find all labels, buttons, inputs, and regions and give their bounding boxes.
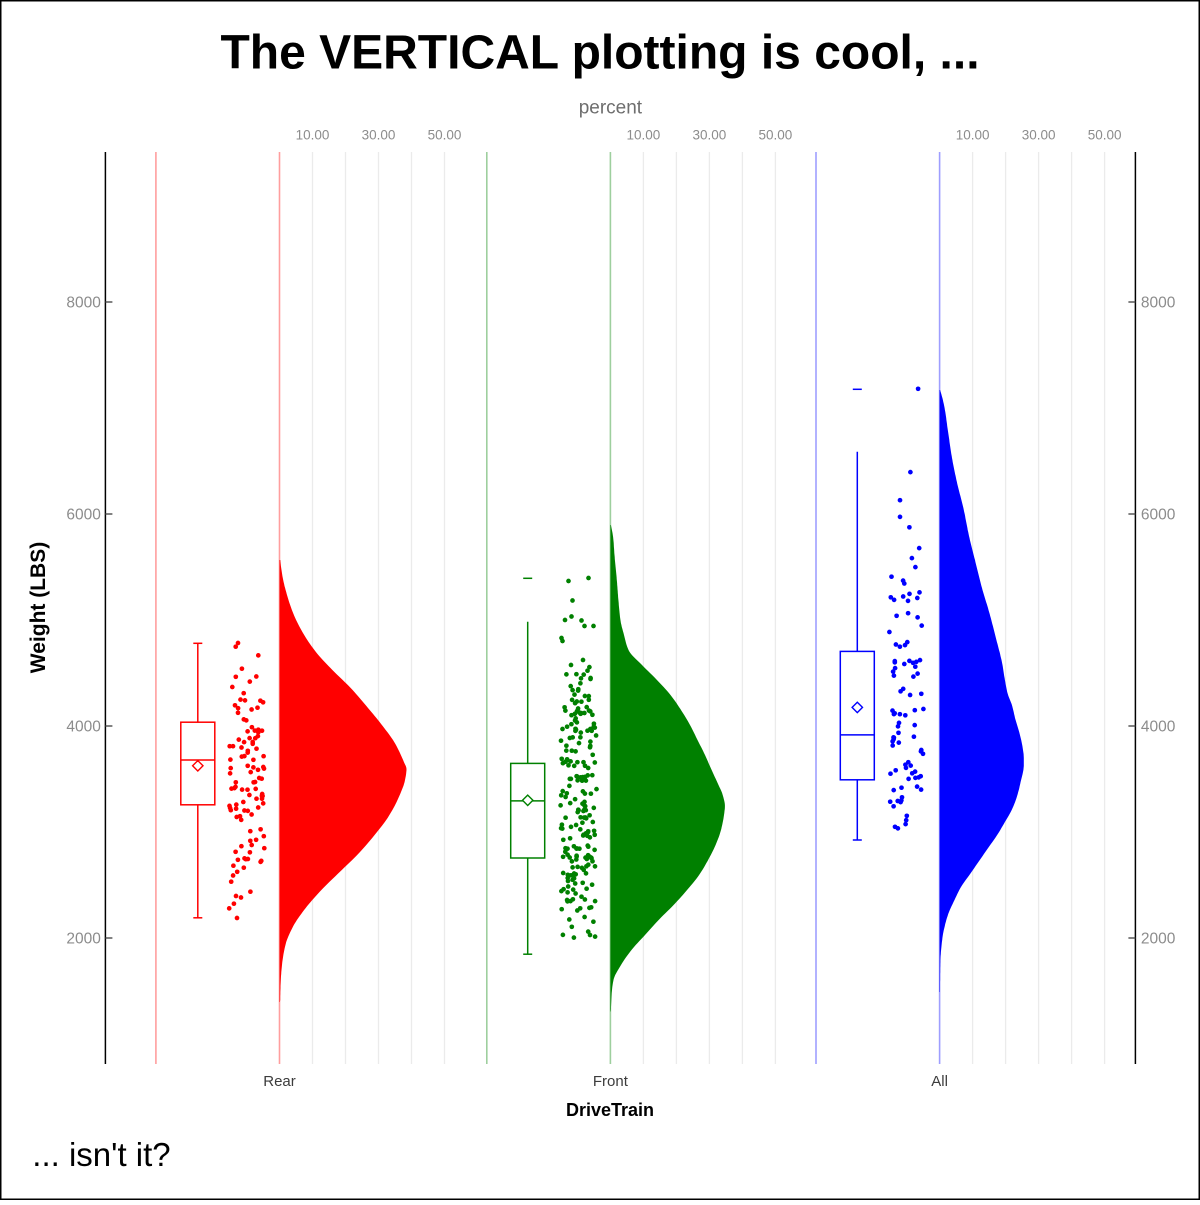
svg-text:percent: percent (579, 98, 643, 119)
svg-text:2000: 2000 (1141, 931, 1176, 948)
svg-text:50.00: 50.00 (428, 128, 462, 143)
svg-text:2000: 2000 (66, 931, 101, 948)
svg-text:30.00: 30.00 (1022, 128, 1056, 143)
svg-text:8000: 8000 (1141, 295, 1176, 312)
svg-text:6000: 6000 (66, 507, 101, 524)
svg-text:30.00: 30.00 (362, 128, 396, 143)
svg-text:4000: 4000 (66, 719, 101, 736)
svg-text:8000: 8000 (66, 295, 101, 312)
svg-text:50.00: 50.00 (1088, 128, 1122, 143)
svg-text:... isn't it?: ... isn't it? (32, 1136, 170, 1173)
svg-text:4000: 4000 (1141, 719, 1176, 736)
svg-text:10.00: 10.00 (627, 128, 661, 143)
svg-text:Front: Front (593, 1073, 629, 1090)
svg-text:50.00: 50.00 (759, 128, 793, 143)
svg-text:The VERTICAL plotting is cool,: The VERTICAL plotting is cool, ... (220, 27, 979, 80)
svg-text:30.00: 30.00 (693, 128, 727, 143)
svg-text:DriveTrain: DriveTrain (566, 1100, 654, 1120)
svg-text:Weight (LBS): Weight (LBS) (27, 542, 50, 673)
svg-text:10.00: 10.00 (956, 128, 990, 143)
svg-text:All: All (931, 1073, 948, 1090)
svg-text:Rear: Rear (263, 1073, 296, 1090)
svg-text:6000: 6000 (1141, 507, 1176, 524)
svg-text:10.00: 10.00 (296, 128, 330, 143)
